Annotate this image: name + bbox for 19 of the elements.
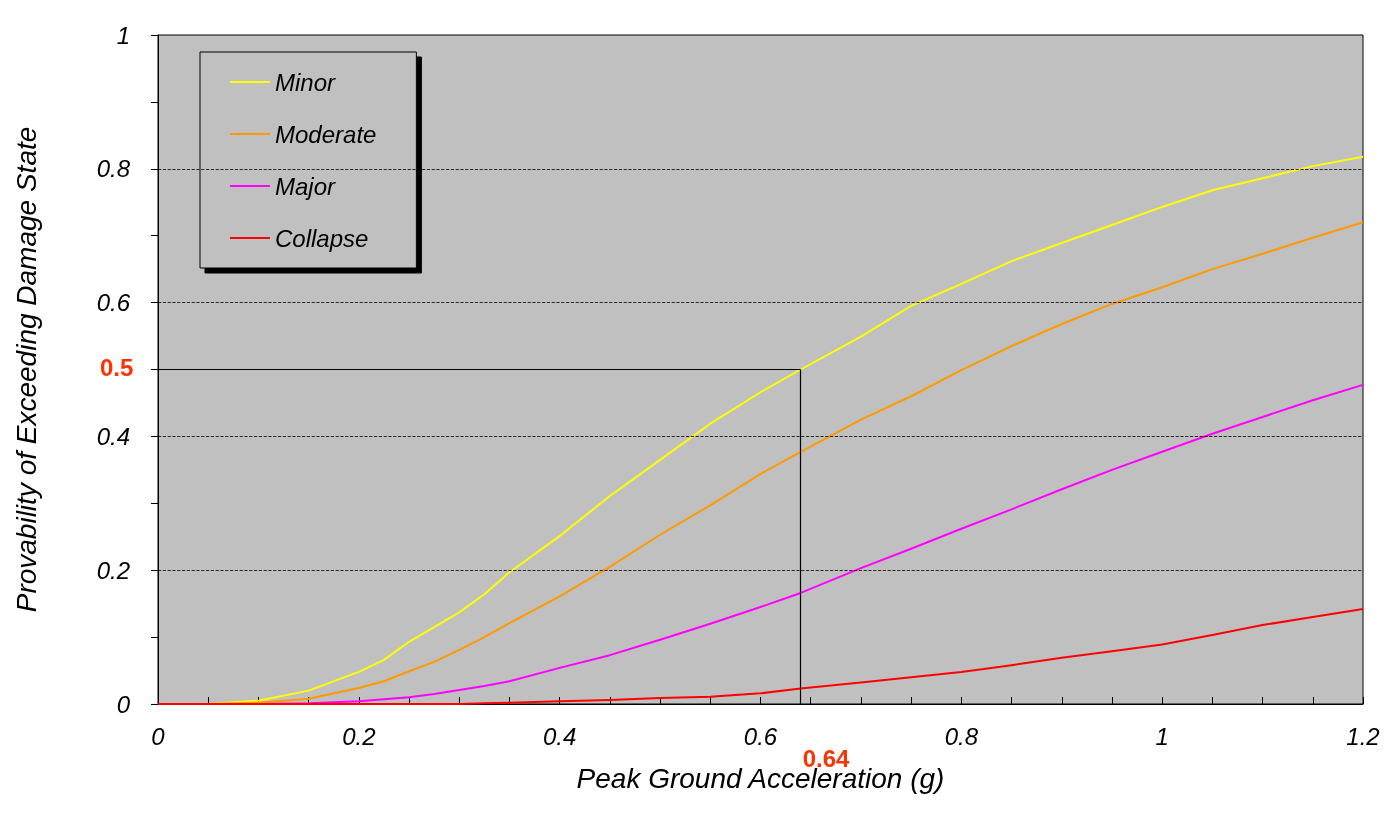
y-tick-label: 0 <box>116 690 131 718</box>
x-tick-label: 0.4 <box>542 722 577 750</box>
y-tick-label: 0.4 <box>96 422 130 450</box>
y-tick-label: 0.6 <box>96 289 131 317</box>
y-tick-label: 1 <box>116 21 130 49</box>
x-tick-label: 0.8 <box>944 722 979 750</box>
legend-label: Moderate <box>275 120 377 148</box>
x-tick-label: 0 <box>151 722 166 750</box>
y-tick-label: 0.2 <box>96 556 130 584</box>
y-axis-title: Provability of Exceeding Damage State <box>10 126 42 613</box>
legend-label: Minor <box>275 68 337 96</box>
y-tick-label: 0.8 <box>96 155 131 183</box>
legend-label: Major <box>275 172 337 200</box>
x-tick-label: 0.6 <box>743 722 778 750</box>
x-tick-label: 1.2 <box>1346 722 1380 750</box>
x-tick-label: 0.2 <box>342 722 376 750</box>
ref-line-label: 0.5 <box>100 354 134 381</box>
legend-label: Collapse <box>275 224 369 252</box>
x-tick-label: 1 <box>1155 722 1169 750</box>
